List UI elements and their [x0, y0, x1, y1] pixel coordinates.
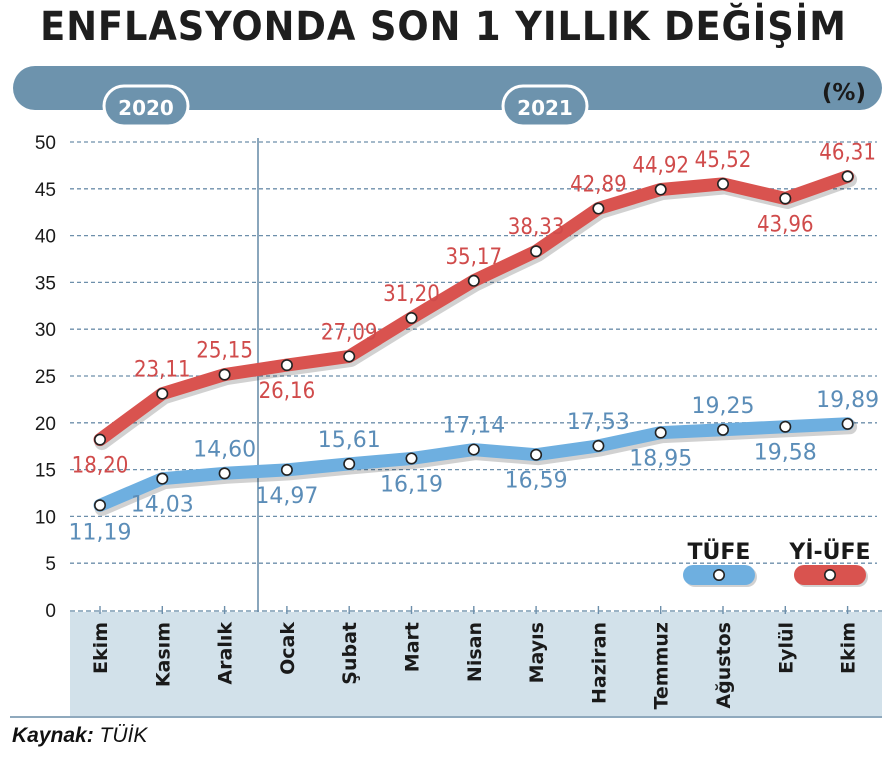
- x-tick-label: Nisan: [464, 622, 486, 682]
- data-point: [343, 457, 356, 470]
- data-point: [654, 183, 667, 196]
- data-point: [841, 417, 854, 430]
- data-point: [94, 499, 107, 512]
- data-point: [280, 359, 293, 372]
- y-tick-label: 5: [45, 554, 56, 575]
- data-label: 38,33: [508, 215, 565, 240]
- data-label: 43,96: [757, 213, 814, 238]
- y-tick-label: 20: [35, 414, 56, 435]
- year-label: 2021: [517, 96, 573, 120]
- data-point: [530, 448, 543, 461]
- data-label: 16,19: [380, 472, 443, 497]
- legend-label: Yİ-ÜFE: [788, 539, 870, 565]
- data-label: 27,09: [321, 320, 378, 345]
- x-tick-label: Ağustos: [713, 622, 735, 709]
- data-point: [343, 350, 356, 363]
- data-point: [716, 423, 729, 436]
- data-point: [280, 463, 293, 476]
- x-tick-label: Aralık: [215, 622, 237, 685]
- data-label: 19,25: [692, 394, 755, 419]
- data-point: [218, 368, 231, 381]
- data-label: 14,03: [131, 493, 194, 518]
- data-label: 18,95: [629, 447, 692, 472]
- data-point: [654, 426, 667, 439]
- y-tick-label: 40: [35, 227, 56, 248]
- data-point: [467, 274, 480, 287]
- x-tick-label: Ekim: [838, 622, 860, 674]
- x-tick-label: Ekim: [90, 622, 112, 674]
- header-band: [13, 66, 882, 110]
- data-label: 26,16: [259, 379, 316, 404]
- year-pill: [102, 84, 190, 128]
- x-tick-label: Eylül: [775, 622, 797, 674]
- x-tick-label: Kasım: [152, 622, 174, 687]
- y-tick-label: 10: [35, 507, 56, 528]
- x-tick-label: Haziran: [588, 622, 610, 704]
- y-tick-label: 30: [35, 320, 56, 341]
- data-label: 46,31: [819, 141, 876, 166]
- data-label: 17,14: [442, 414, 505, 439]
- data-point: [405, 452, 418, 465]
- x-tick-label: Ocak: [277, 622, 299, 675]
- data-point: [716, 177, 729, 190]
- data-point: [218, 467, 231, 480]
- x-tick-label: Temmuz: [651, 622, 673, 710]
- source-value: TÜİK: [99, 724, 148, 747]
- data-label: 44,92: [632, 154, 689, 179]
- data-point: [156, 387, 169, 400]
- data-point: [841, 170, 854, 183]
- year-label: 2020: [118, 96, 174, 120]
- x-axis-band: [70, 612, 882, 716]
- x-tick-label: Şubat: [339, 622, 361, 685]
- legend-label: TÜFE: [688, 539, 751, 565]
- data-point: [592, 202, 605, 215]
- y-tick-label: 25: [35, 367, 56, 388]
- data-label: 14,97: [255, 484, 318, 509]
- data-label: 25,15: [196, 339, 253, 364]
- data-point: [530, 245, 543, 258]
- source-note: Kaynak: TÜİK: [12, 724, 147, 748]
- data-label: 16,59: [505, 469, 568, 494]
- unit-label: (%): [822, 80, 866, 106]
- data-label: 19,58: [754, 441, 817, 466]
- data-label: 35,17: [445, 245, 502, 270]
- x-tick-label: Mart: [402, 622, 424, 672]
- data-point: [405, 311, 418, 324]
- y-tick-label: 15: [35, 461, 56, 482]
- data-point: [94, 433, 107, 446]
- data-label: 45,52: [695, 148, 752, 173]
- chart-title: ENFLASYONDA SON 1 YILLIK DEĞİŞİM: [40, 4, 847, 50]
- legend-marker: [823, 568, 836, 581]
- data-point: [156, 472, 169, 485]
- data-point: [592, 439, 605, 452]
- data-point: [467, 443, 480, 456]
- year-pill: [501, 84, 589, 128]
- data-label: 18,20: [72, 454, 129, 479]
- data-label: 17,53: [567, 410, 630, 435]
- data-label: 19,89: [816, 388, 879, 413]
- y-tick-label: 0: [45, 601, 56, 622]
- data-point: [779, 420, 792, 433]
- y-tick-label: 50: [35, 133, 56, 154]
- data-label: 14,60: [193, 437, 256, 462]
- data-label: 11,19: [69, 520, 132, 545]
- data-label: 31,20: [383, 282, 440, 307]
- source-label: Kaynak:: [12, 724, 94, 747]
- x-tick-label: Mayıs: [526, 622, 548, 683]
- y-tick-label: 45: [35, 180, 56, 201]
- y-tick-label: 35: [35, 273, 56, 294]
- legend-marker: [712, 568, 725, 581]
- data-label: 23,11: [134, 358, 191, 383]
- data-label: 15,61: [318, 428, 381, 453]
- data-point: [779, 192, 792, 205]
- data-label: 42,89: [570, 173, 627, 198]
